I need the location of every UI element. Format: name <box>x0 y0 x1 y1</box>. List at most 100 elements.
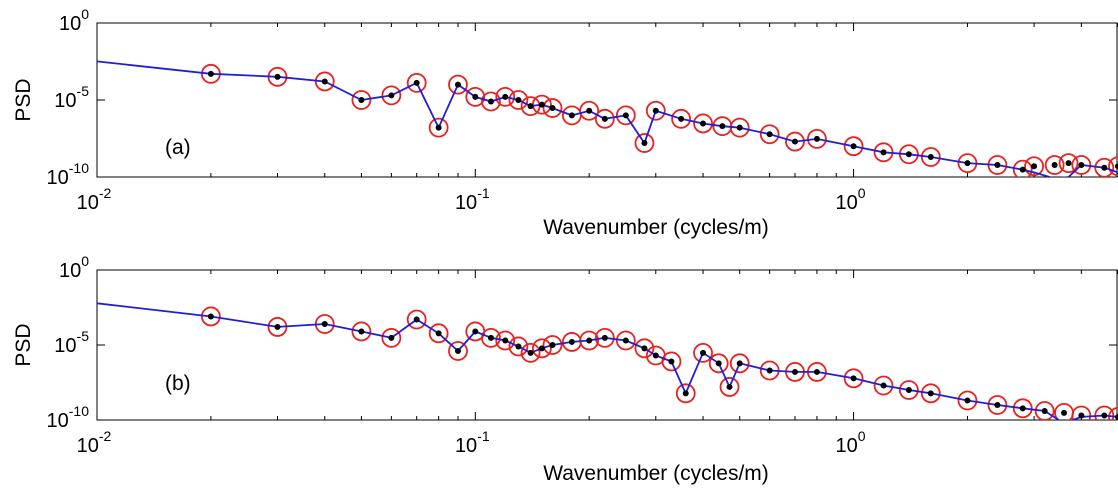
axes-frame <box>96 269 1118 421</box>
data-point-dot <box>678 115 685 122</box>
resampled-circle-marker <box>508 90 529 110</box>
data-point-dot <box>321 78 328 85</box>
x-axis-label: Wavenumber (cycles/m) <box>543 462 769 485</box>
data-point-dot <box>435 124 442 131</box>
x-tick-label: 10-1 <box>455 185 490 214</box>
resampled-circle-marker <box>1044 155 1065 175</box>
data-point-dot <box>1078 162 1085 169</box>
data-point-dot <box>502 337 509 344</box>
data-point-dot <box>601 115 608 122</box>
resampled-circle-marker <box>428 323 449 344</box>
resampled-circle-marker <box>693 113 713 134</box>
plot-area <box>97 60 1118 177</box>
data-point-dot <box>880 149 887 156</box>
x-axis-label: Wavenumber (cycles/m) <box>543 216 769 239</box>
data-point-dot <box>1065 160 1072 167</box>
panel-a: 10-2 10-1 100 10-10 10-5 100 Wavenumber (cycle… <box>12 6 1118 239</box>
data-point-dot <box>388 334 395 341</box>
data-point-dot <box>641 140 648 147</box>
data-point-dot <box>719 123 726 130</box>
data-point-dot <box>1101 412 1108 419</box>
data-point-dot <box>274 73 281 80</box>
resampled-circle-marker <box>708 353 729 374</box>
data-point-dot <box>515 97 522 103</box>
data-point-dot <box>586 107 593 114</box>
data-point-dot <box>454 81 461 88</box>
y-tick-label: 100 <box>59 253 89 282</box>
resampled-circle-marker <box>351 90 372 110</box>
resampled-circle-marker <box>759 124 780 145</box>
resampled-circle-marker <box>481 327 501 348</box>
resampled-circle-marker <box>448 341 468 361</box>
resampled-circle-marker <box>542 98 563 118</box>
data-point-dot <box>905 387 912 393</box>
data-point-dot <box>502 93 509 100</box>
resampled-circle-marker <box>920 383 941 404</box>
panel-b: 10-2 10-1 100 10-10 10-5 100 Wavenumber (cycle… <box>12 253 1118 485</box>
resampled-circle-marker <box>719 377 740 397</box>
data-point-dot <box>880 382 887 389</box>
data-point-dot <box>568 112 575 119</box>
resampled-circle-marker <box>675 383 696 404</box>
data-point-dot <box>791 368 798 375</box>
resampled-circle-marker <box>785 131 805 152</box>
resampled-circle-marker <box>634 133 655 153</box>
y-tick-label: 10-5 <box>54 83 89 112</box>
resampled-circle-marker <box>381 85 402 106</box>
y-tick-label: 100 <box>59 6 89 35</box>
data-point-dot <box>726 383 733 390</box>
data-point-dot <box>487 334 494 341</box>
data-point-dot <box>321 321 328 328</box>
resampled-circle-marker <box>1012 398 1033 419</box>
resampled-circle-marker <box>508 336 529 357</box>
data-point-dot <box>652 107 659 114</box>
resampled-circle-marker <box>1058 153 1079 173</box>
data-point-dot <box>538 345 545 352</box>
resampled-circle-marker <box>729 353 750 374</box>
data-point-dot <box>700 120 707 127</box>
x-tick-label: 100 <box>836 185 866 214</box>
panel-label: (a) <box>165 136 191 159</box>
resampled-circle-marker <box>351 321 372 342</box>
data-point-dot <box>927 153 934 160</box>
resampled-circle-marker <box>428 117 449 138</box>
data-point-dot <box>1019 166 1026 173</box>
data-point-dot <box>207 70 214 77</box>
data-point-dot <box>1051 162 1058 169</box>
data-point-dot <box>905 151 912 158</box>
resampled-circle-marker <box>843 136 864 157</box>
resampled-circle-marker <box>406 72 427 93</box>
plot-area <box>97 302 1118 420</box>
resampled-circle-marker <box>1094 157 1115 177</box>
y-axis-label: PSD <box>12 323 35 366</box>
data-point-dot <box>927 390 934 397</box>
resampled-circle-marker <box>807 128 827 149</box>
data-point-dot <box>413 316 420 323</box>
data-point-dot <box>207 313 214 320</box>
resampled-circle-marker <box>520 342 541 363</box>
data-point-dot <box>668 358 675 365</box>
resampled-circle-marker <box>615 105 636 126</box>
data-point-dot <box>1019 405 1026 412</box>
y-tick-label: 10-5 <box>54 328 89 357</box>
resampled-circle-marker <box>661 351 682 372</box>
resampled-circle-marker <box>671 108 692 129</box>
data-point-dot <box>1078 412 1085 419</box>
resampled-circle-marker <box>481 91 501 112</box>
data-point-dot <box>964 160 971 167</box>
data-point-dot <box>964 397 971 404</box>
data-point-dot <box>472 328 479 335</box>
resampled-circle-marker <box>381 327 402 348</box>
resampled-circle-marker <box>1034 401 1055 420</box>
data-point-dot <box>586 337 593 344</box>
x-tick-label: 10-2 <box>77 185 112 214</box>
resampled-circle-marker <box>693 342 713 363</box>
data-point-dot <box>1031 163 1038 170</box>
data-point-dot <box>1061 409 1068 416</box>
resampled-circle-marker <box>920 147 941 167</box>
panel-label: (b) <box>165 372 191 395</box>
resampled-circle-marker <box>448 74 468 95</box>
data-point-dot <box>487 98 494 105</box>
resampled-circle-marker <box>594 327 615 348</box>
